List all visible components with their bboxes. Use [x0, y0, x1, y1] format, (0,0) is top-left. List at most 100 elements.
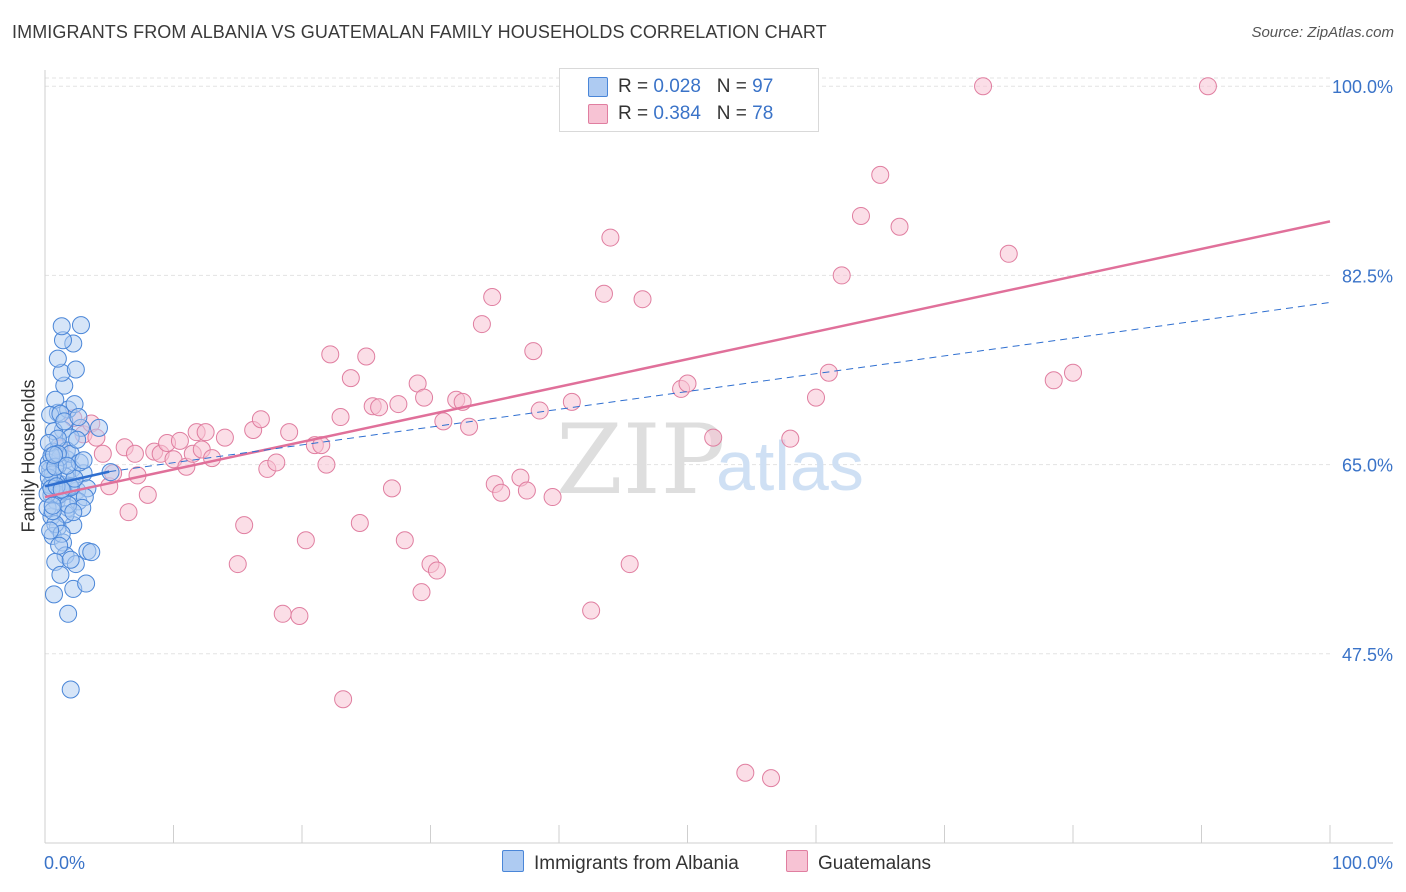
- guatemalans-point: [389, 395, 408, 414]
- guatemalans-point: [395, 531, 414, 550]
- guatemalans-point: [678, 374, 697, 393]
- y-tick-label: 47.5%: [1342, 645, 1393, 665]
- guatemalans-swatch: [588, 104, 608, 124]
- albania-point: [74, 451, 93, 470]
- guatemalans-point: [228, 555, 247, 574]
- albania-point: [44, 445, 63, 464]
- tick-labels: 47.5% 65.0% 82.5% 100.0% 0.0% 100.0%: [44, 77, 1393, 873]
- guatemalans-point: [562, 392, 581, 411]
- stats-legend: R = 0.028 N = 97 R = 0.384 N = 78: [559, 68, 819, 132]
- y-tick-label: 100.0%: [1332, 77, 1393, 97]
- guatemalans-point: [517, 481, 536, 500]
- guatemalans-point: [290, 606, 309, 625]
- guatemalans-point: [871, 165, 890, 184]
- guatemalans-point: [819, 363, 838, 382]
- albania-point: [48, 349, 67, 368]
- guatemalans-point: [582, 601, 601, 620]
- source-label: Source: ZipAtlas.com: [1251, 24, 1394, 41]
- albania-point: [61, 550, 80, 569]
- albania-point: [50, 536, 69, 555]
- guatemalans-point: [267, 453, 286, 472]
- albania-legend-swatch: [502, 850, 524, 872]
- guatemalans-point: [601, 228, 620, 247]
- guatemalans-point: [350, 513, 369, 532]
- n-label: N =: [716, 103, 753, 124]
- guatemalans-point: [93, 444, 112, 463]
- albania-point: [89, 418, 108, 437]
- guatemalans-point: [974, 77, 993, 96]
- guatemalans-point: [620, 555, 639, 574]
- albania-point: [69, 408, 88, 427]
- guatemalans-point: [370, 398, 389, 417]
- stats-text: R = 0.384 N = 78: [618, 103, 773, 125]
- r-label: R =: [618, 103, 654, 124]
- guatemalans-point: [334, 690, 353, 709]
- watermark: ZIP atlas: [556, 404, 864, 516]
- guatemalans-point: [138, 485, 157, 504]
- y-axis-label: Family Households: [18, 379, 39, 533]
- guatemalans-point: [999, 244, 1018, 263]
- guatemalans-point: [1198, 77, 1217, 96]
- guatemalans-point: [321, 345, 340, 364]
- guatemalans-legend-swatch: [786, 850, 808, 872]
- trend-lines: [44, 220, 1331, 499]
- guatemalans-point: [341, 369, 360, 388]
- guatemalans-trend-line: [44, 220, 1331, 499]
- stats-text: R = 0.028 N = 97: [618, 76, 773, 98]
- guatemalans-point: [382, 479, 401, 498]
- guatemalans-point: [762, 769, 781, 788]
- guatemalans-point: [530, 401, 549, 420]
- guatemalans-point: [851, 206, 870, 225]
- albania-point: [44, 585, 63, 604]
- guatemalans-point: [412, 583, 431, 602]
- guatemalans-point: [807, 388, 825, 407]
- r-label: R =: [618, 76, 654, 97]
- guatemalans-point: [483, 288, 502, 307]
- r-value: 0.028: [653, 76, 701, 97]
- legend-item-guatemalans: Guatemalans: [786, 850, 931, 876]
- guatemalans-point: [736, 763, 755, 782]
- x-tick-label: 0.0%: [44, 853, 85, 873]
- legend-label: Guatemalans: [818, 853, 932, 874]
- guatemalans-point: [125, 444, 144, 463]
- y-tick-label: 65.0%: [1342, 456, 1393, 476]
- albania-point: [77, 574, 96, 593]
- guatemalans-point: [524, 342, 543, 361]
- albania-point: [41, 521, 60, 540]
- albania-point: [57, 456, 76, 475]
- guatemalans-point: [317, 455, 336, 474]
- albania-point: [66, 360, 85, 379]
- guatemalans-point: [415, 388, 434, 407]
- albania-point: [71, 316, 90, 335]
- guatemalans-point: [331, 408, 350, 427]
- x-tick-label: 100.0%: [1332, 853, 1393, 873]
- legend-label: Immigrants from Albania: [534, 853, 739, 874]
- guatemalans-point: [357, 347, 376, 366]
- guatemalans-point: [170, 431, 189, 450]
- watermark-zip: ZIP: [556, 404, 725, 516]
- legend-item-albania: Immigrants from Albania: [502, 850, 739, 876]
- guatemalans-point: [460, 417, 479, 436]
- guatemalans-point: [273, 604, 292, 623]
- guatemalans-point: [472, 315, 491, 334]
- n-value: 97: [752, 76, 774, 97]
- chart-title: IMMIGRANTS FROM ALBANIA VS GUATEMALAN FA…: [12, 22, 827, 42]
- guatemalans-point: [119, 503, 138, 522]
- n-value: 78: [752, 103, 774, 124]
- albania-point: [43, 496, 62, 515]
- albania-swatch: [588, 77, 608, 97]
- guatemalans-point: [1044, 371, 1063, 390]
- guatemalans-point: [492, 483, 511, 502]
- albania-point: [82, 543, 101, 562]
- albania-point: [52, 317, 71, 336]
- albania-trend-line-extrapolated: [109, 301, 1331, 473]
- guatemalans-point: [196, 423, 215, 442]
- albania-point: [68, 430, 87, 449]
- guatemalans-point: [235, 516, 254, 535]
- r-value: 0.384: [653, 103, 701, 124]
- guatemalans-point: [543, 488, 562, 507]
- guatemalans-point: [427, 561, 446, 580]
- guatemalans-point: [832, 266, 851, 285]
- albania-trend-line: [44, 470, 110, 488]
